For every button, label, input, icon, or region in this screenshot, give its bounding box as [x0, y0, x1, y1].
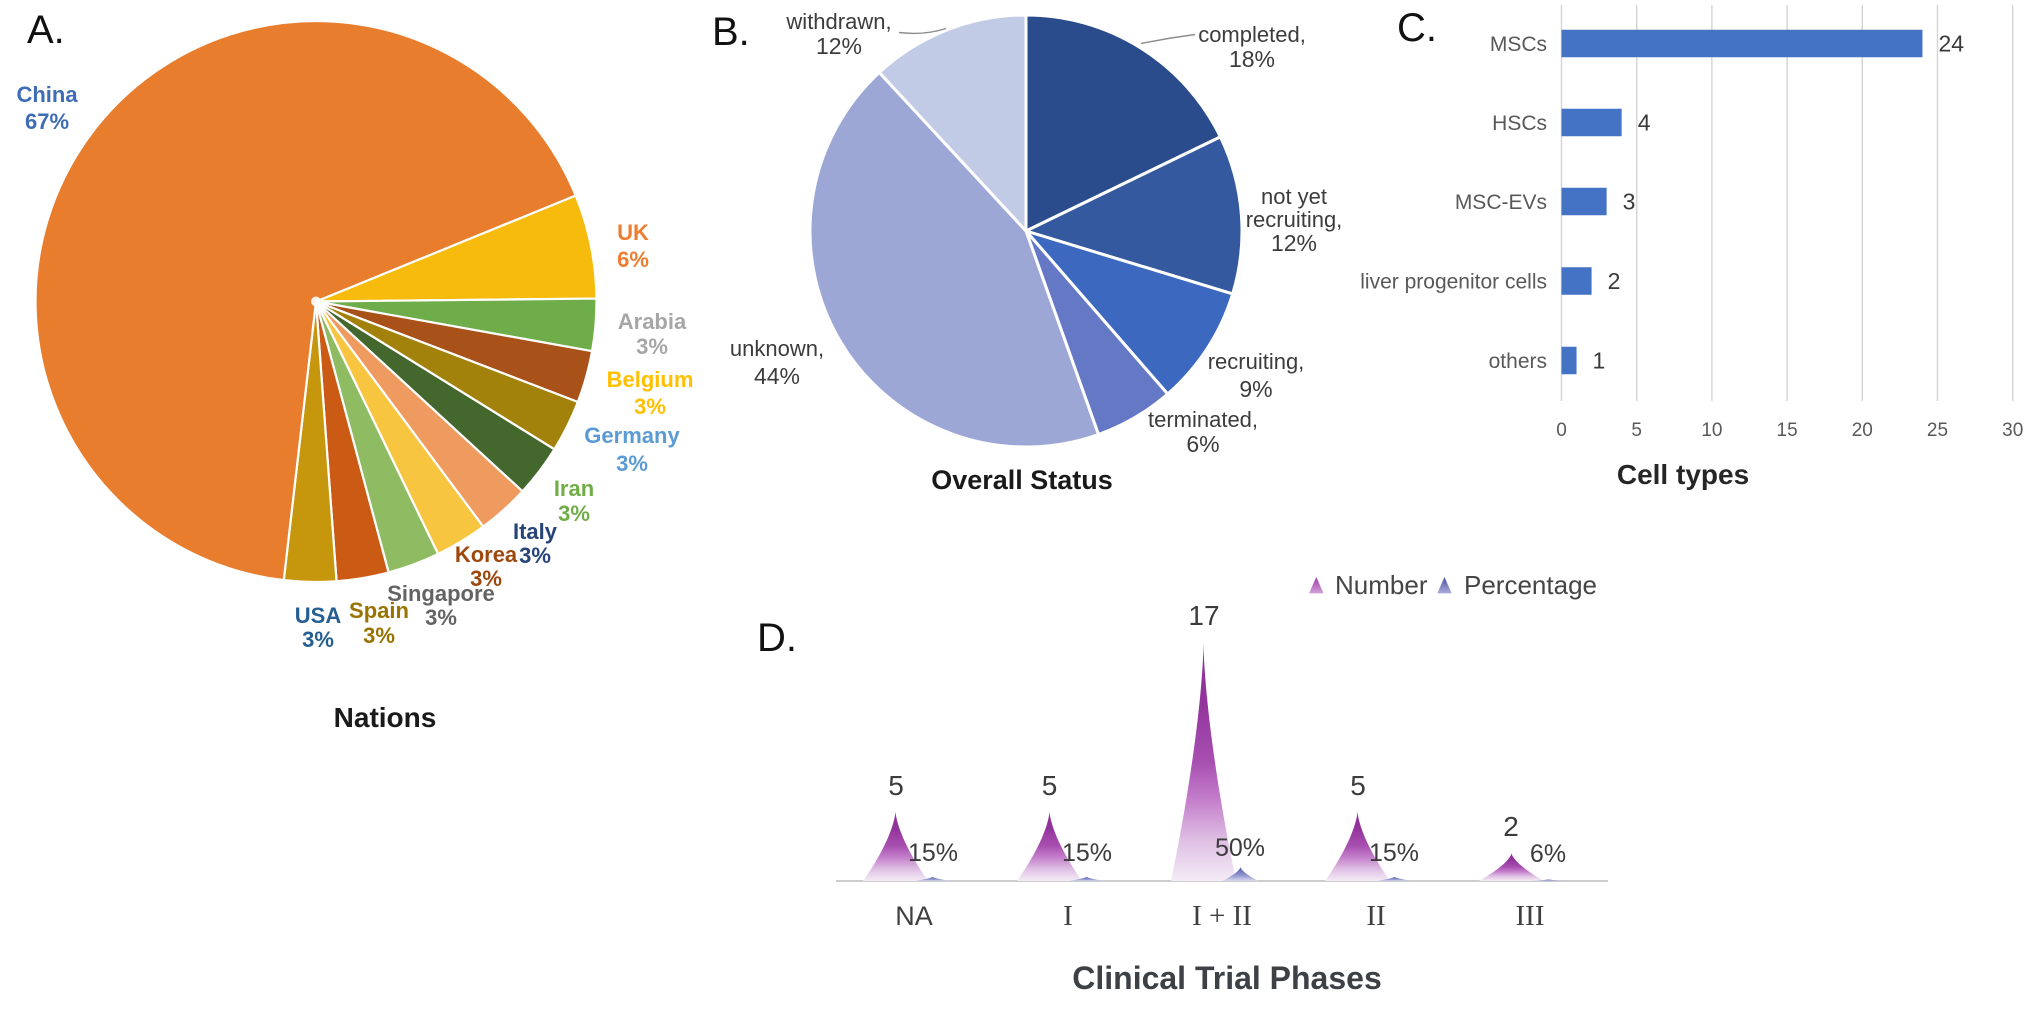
svg-text:China: China	[16, 82, 78, 107]
svg-text:B.: B.	[712, 10, 750, 54]
svg-text:Belgium: Belgium	[607, 367, 694, 392]
svg-text:6%: 6%	[1530, 840, 1566, 868]
svg-text:Number: Number	[1335, 570, 1428, 600]
svg-text:Germany: Germany	[584, 423, 680, 448]
svg-text:Singapore: Singapore	[387, 581, 495, 606]
svg-text:others: others	[1489, 350, 1547, 373]
svg-text:6%: 6%	[617, 247, 649, 272]
svg-text:Clinical Trial Phases: Clinical Trial Phases	[1072, 960, 1381, 996]
svg-text:5: 5	[888, 770, 904, 801]
svg-text:30: 30	[2002, 420, 2023, 441]
svg-text:25: 25	[1927, 420, 1948, 441]
svg-text:3%: 3%	[470, 566, 502, 591]
svg-text:9%: 9%	[1239, 376, 1272, 402]
svg-text:withdrawn,: withdrawn,	[785, 9, 891, 34]
svg-text:Arabia: Arabia	[618, 309, 687, 334]
svg-text:not yet: not yet	[1261, 184, 1327, 209]
svg-text:4: 4	[1638, 110, 1651, 136]
svg-text:NA: NA	[895, 901, 933, 931]
svg-text:3%: 3%	[634, 394, 666, 419]
svg-text:I + II: I + II	[1192, 900, 1252, 932]
svg-text:A.: A.	[27, 8, 65, 52]
svg-text:Korea: Korea	[455, 542, 518, 567]
svg-text:44%: 44%	[754, 363, 800, 389]
svg-text:MSC-EVs: MSC-EVs	[1455, 191, 1547, 214]
svg-text:recruiting,: recruiting,	[1246, 207, 1343, 232]
svg-text:Iran: Iran	[554, 476, 594, 501]
svg-text:Spain: Spain	[349, 598, 409, 623]
svg-text:3%: 3%	[302, 627, 334, 652]
svg-text:Percentage: Percentage	[1464, 570, 1597, 600]
svg-text:completed,: completed,	[1198, 22, 1306, 47]
svg-text:17: 17	[1188, 600, 1219, 631]
svg-text:50%: 50%	[1215, 834, 1265, 862]
svg-text:15%: 15%	[1369, 839, 1419, 867]
svg-text:12%: 12%	[816, 33, 862, 59]
svg-text:12%: 12%	[1271, 230, 1317, 256]
svg-text:24: 24	[1939, 31, 1965, 57]
svg-text:liver progenitor cells: liver progenitor cells	[1360, 271, 1547, 294]
svg-text:recruiting,: recruiting,	[1208, 349, 1305, 374]
svg-text:unknown,: unknown,	[730, 336, 824, 361]
svg-text:Nations: Nations	[334, 702, 437, 733]
svg-text:3%: 3%	[558, 501, 590, 526]
svg-text:15%: 15%	[1062, 839, 1112, 867]
svg-text:3%: 3%	[636, 334, 668, 359]
svg-text:III: III	[1516, 900, 1545, 932]
svg-text:3%: 3%	[363, 623, 395, 648]
svg-text:2: 2	[1503, 811, 1519, 842]
svg-text:67%: 67%	[25, 109, 69, 134]
svg-text:0: 0	[1556, 420, 1567, 441]
svg-text:3%: 3%	[519, 543, 551, 568]
svg-text:I: I	[1063, 900, 1073, 932]
svg-text:18%: 18%	[1229, 46, 1275, 72]
svg-text:II: II	[1366, 900, 1385, 932]
svg-text:MSCs: MSCs	[1490, 33, 1547, 56]
svg-text:Italy: Italy	[513, 519, 558, 544]
svg-text:terminated,: terminated,	[1148, 407, 1258, 432]
svg-text:D.: D.	[757, 616, 797, 660]
svg-text:6%: 6%	[1186, 431, 1219, 457]
svg-text:2: 2	[1608, 268, 1621, 294]
svg-text:10: 10	[1701, 420, 1722, 441]
svg-text:5: 5	[1631, 420, 1642, 441]
svg-text:5: 5	[1042, 770, 1058, 801]
svg-text:C.: C.	[1397, 6, 1437, 50]
svg-text:3: 3	[1623, 189, 1636, 215]
svg-text:1: 1	[1593, 348, 1606, 374]
svg-text:3%: 3%	[425, 605, 457, 630]
svg-text:HSCs: HSCs	[1492, 112, 1547, 135]
svg-text:Cell types: Cell types	[1617, 459, 1749, 490]
svg-text:USA: USA	[295, 603, 342, 628]
svg-text:5: 5	[1350, 770, 1366, 801]
svg-text:Overall Status: Overall Status	[931, 465, 1113, 495]
svg-text:3%: 3%	[616, 451, 648, 476]
svg-text:15: 15	[1777, 420, 1798, 441]
svg-text:20: 20	[1852, 420, 1873, 441]
svg-text:15%: 15%	[908, 839, 958, 867]
svg-text:UK: UK	[617, 220, 649, 245]
